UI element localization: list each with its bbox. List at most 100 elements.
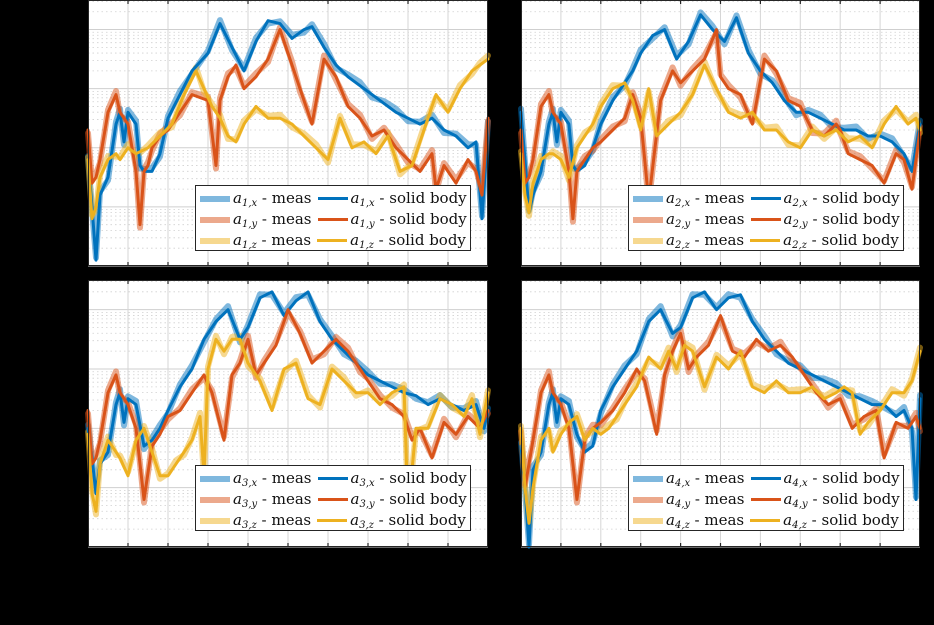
legend-swatch bbox=[317, 197, 348, 200]
legend-swatch bbox=[317, 477, 348, 480]
legend-row-y: a4,y - meas a4,y - solid body bbox=[633, 489, 900, 510]
legend-row-z: a4,z - meas a4,z - solid body bbox=[633, 510, 899, 531]
legend-label: a4,y - solid body bbox=[783, 489, 900, 510]
legend-swatch bbox=[317, 239, 348, 242]
legend-label: a2,z - meas bbox=[666, 230, 745, 251]
legend-label: a4,x - solid body bbox=[783, 468, 900, 489]
legend-entry-meas: a2,x - meas bbox=[633, 189, 745, 209]
legend-label: a1,x - meas bbox=[233, 188, 312, 209]
legend-swatch bbox=[633, 496, 663, 503]
legend-top-left: a1,x - meas a1,x - solid body a1,y - meas a… bbox=[195, 185, 471, 251]
legend-swatch bbox=[633, 195, 663, 202]
curve-a4x-solid bbox=[519, 290, 922, 549]
curve-a1x-solid bbox=[86, 19, 490, 262]
curve-a2z-solid bbox=[519, 63, 922, 215]
legend-row-x: a3,x - meas a3,x - solid body bbox=[200, 468, 467, 489]
legend-row-z: a3,z - meas a3,z - solid body bbox=[200, 510, 466, 531]
legend-entry-meas: a3,z - meas bbox=[200, 511, 311, 531]
legend-swatch bbox=[200, 496, 230, 503]
legend-label: a1,y - solid body bbox=[350, 209, 467, 230]
legend-row-z: a1,z - meas a1,z - solid body bbox=[200, 230, 466, 251]
curve-a2x-solid bbox=[519, 13, 922, 215]
legend-entry-meas: a2,y - meas bbox=[633, 210, 745, 230]
legend-label: a3,z - solid body bbox=[350, 510, 466, 531]
legend-entry-meas: a4,y - meas bbox=[633, 490, 745, 510]
legend-label: a3,x - solid body bbox=[350, 468, 467, 489]
legend-label: a2,y - solid body bbox=[783, 209, 900, 230]
legend-label: a1,z - meas bbox=[233, 230, 312, 251]
axes-box bbox=[88, 280, 488, 547]
curve-a4z-solid bbox=[519, 343, 922, 525]
legend-label: a3,y - meas bbox=[233, 489, 312, 510]
legend-entry-solid: a3,x - solid body bbox=[317, 468, 467, 489]
legend-entry-solid: a4,z - solid body bbox=[750, 511, 899, 531]
legend-swatch bbox=[633, 475, 663, 482]
legend-label: a2,z - solid body bbox=[783, 230, 899, 251]
legend-entry-solid: a4,x - solid body bbox=[750, 468, 900, 489]
legend-entry-meas: a2,z - meas bbox=[633, 231, 744, 251]
legend-label: a4,z - meas bbox=[666, 510, 745, 531]
legend-swatch bbox=[317, 519, 348, 522]
legend-top-right: a2,x - meas a2,x - solid body a2,y - meas a… bbox=[628, 185, 904, 251]
axes-box bbox=[521, 280, 920, 547]
legend-entry-meas: a3,y - meas bbox=[200, 490, 312, 510]
legend-bottom-left: a3,x - meas a3,x - solid body a3,y - meas a… bbox=[195, 465, 471, 531]
legend-entry-solid: a1,z - solid body bbox=[317, 231, 466, 251]
legend-swatch bbox=[633, 517, 663, 524]
legend-entry-solid: a3,z - solid body bbox=[317, 511, 466, 531]
legend-label: a1,x - solid body bbox=[350, 188, 467, 209]
curve-a1y-solid bbox=[86, 28, 490, 227]
legend-swatch bbox=[317, 498, 348, 501]
legend-swatch bbox=[750, 498, 781, 501]
legend-swatch bbox=[633, 237, 663, 244]
legend-label: a4,y - meas bbox=[666, 489, 745, 510]
legend-entry-meas: a1,y - meas bbox=[200, 210, 312, 230]
legend-label: a2,x - solid body bbox=[783, 188, 900, 209]
curve-a3x-solid bbox=[86, 290, 490, 496]
legend-row-x: a2,x - meas a2,x - solid body bbox=[633, 188, 900, 209]
legend-swatch bbox=[750, 197, 781, 200]
legend-entry-solid: a2,x - solid body bbox=[750, 188, 900, 209]
legend-entry-solid: a1,y - solid body bbox=[317, 209, 467, 230]
legend-entry-meas: a3,x - meas bbox=[200, 469, 312, 489]
legend-row-y: a2,y - meas a2,y - solid body bbox=[633, 209, 900, 230]
legend-swatch bbox=[317, 218, 348, 221]
legend-swatch bbox=[750, 218, 781, 221]
legend-row-y: a3,y - meas a3,y - solid body bbox=[200, 489, 467, 510]
curve-a2y-solid bbox=[519, 28, 922, 221]
legend-entry-meas: a1,x - meas bbox=[200, 189, 312, 209]
legend-label: a3,z - meas bbox=[233, 510, 312, 531]
axes-box bbox=[521, 0, 920, 266]
legend-swatch bbox=[750, 477, 781, 480]
legend-row-x: a1,x - meas a1,x - solid body bbox=[200, 188, 467, 209]
legend-entry-solid: a4,y - solid body bbox=[750, 489, 900, 510]
legend-label: a2,x - meas bbox=[666, 188, 745, 209]
legend-swatch bbox=[200, 237, 230, 244]
legend-entry-meas: a4,x - meas bbox=[633, 469, 745, 489]
legend-entry-solid: a2,y - solid body bbox=[750, 209, 900, 230]
legend-entry-meas: a1,z - meas bbox=[200, 231, 311, 251]
legend-row-y: a1,y - meas a1,y - solid body bbox=[200, 209, 467, 230]
legend-swatch bbox=[200, 195, 230, 202]
axes-box bbox=[88, 0, 488, 266]
legend-entry-solid: a1,x - solid body bbox=[317, 188, 467, 209]
legend-swatch bbox=[200, 475, 230, 482]
legend-bottom-right: a4,x - meas a4,x - solid body a4,y - meas a… bbox=[628, 465, 904, 531]
legend-row-x: a4,x - meas a4,x - solid body bbox=[633, 468, 900, 489]
legend-swatch bbox=[200, 216, 230, 223]
legend-label: a4,x - meas bbox=[666, 468, 745, 489]
legend-swatch bbox=[750, 519, 781, 522]
legend-label: a3,y - solid body bbox=[350, 489, 467, 510]
legend-swatch bbox=[200, 517, 230, 524]
legend-label: a4,z - solid body bbox=[783, 510, 899, 531]
legend-swatch bbox=[750, 239, 781, 242]
curve-a1z-solid bbox=[86, 57, 490, 221]
curve-a4y-solid bbox=[519, 314, 922, 501]
legend-swatch bbox=[633, 216, 663, 223]
legend-label: a1,z - solid body bbox=[350, 230, 466, 251]
legend-label: a3,x - meas bbox=[233, 468, 312, 489]
legend-label: a1,y - meas bbox=[233, 209, 312, 230]
legend-entry-solid: a2,z - solid body bbox=[750, 231, 899, 251]
legend-row-z: a2,z - meas a2,z - solid body bbox=[633, 230, 899, 251]
curve-a4x-meas bbox=[518, 291, 923, 548]
